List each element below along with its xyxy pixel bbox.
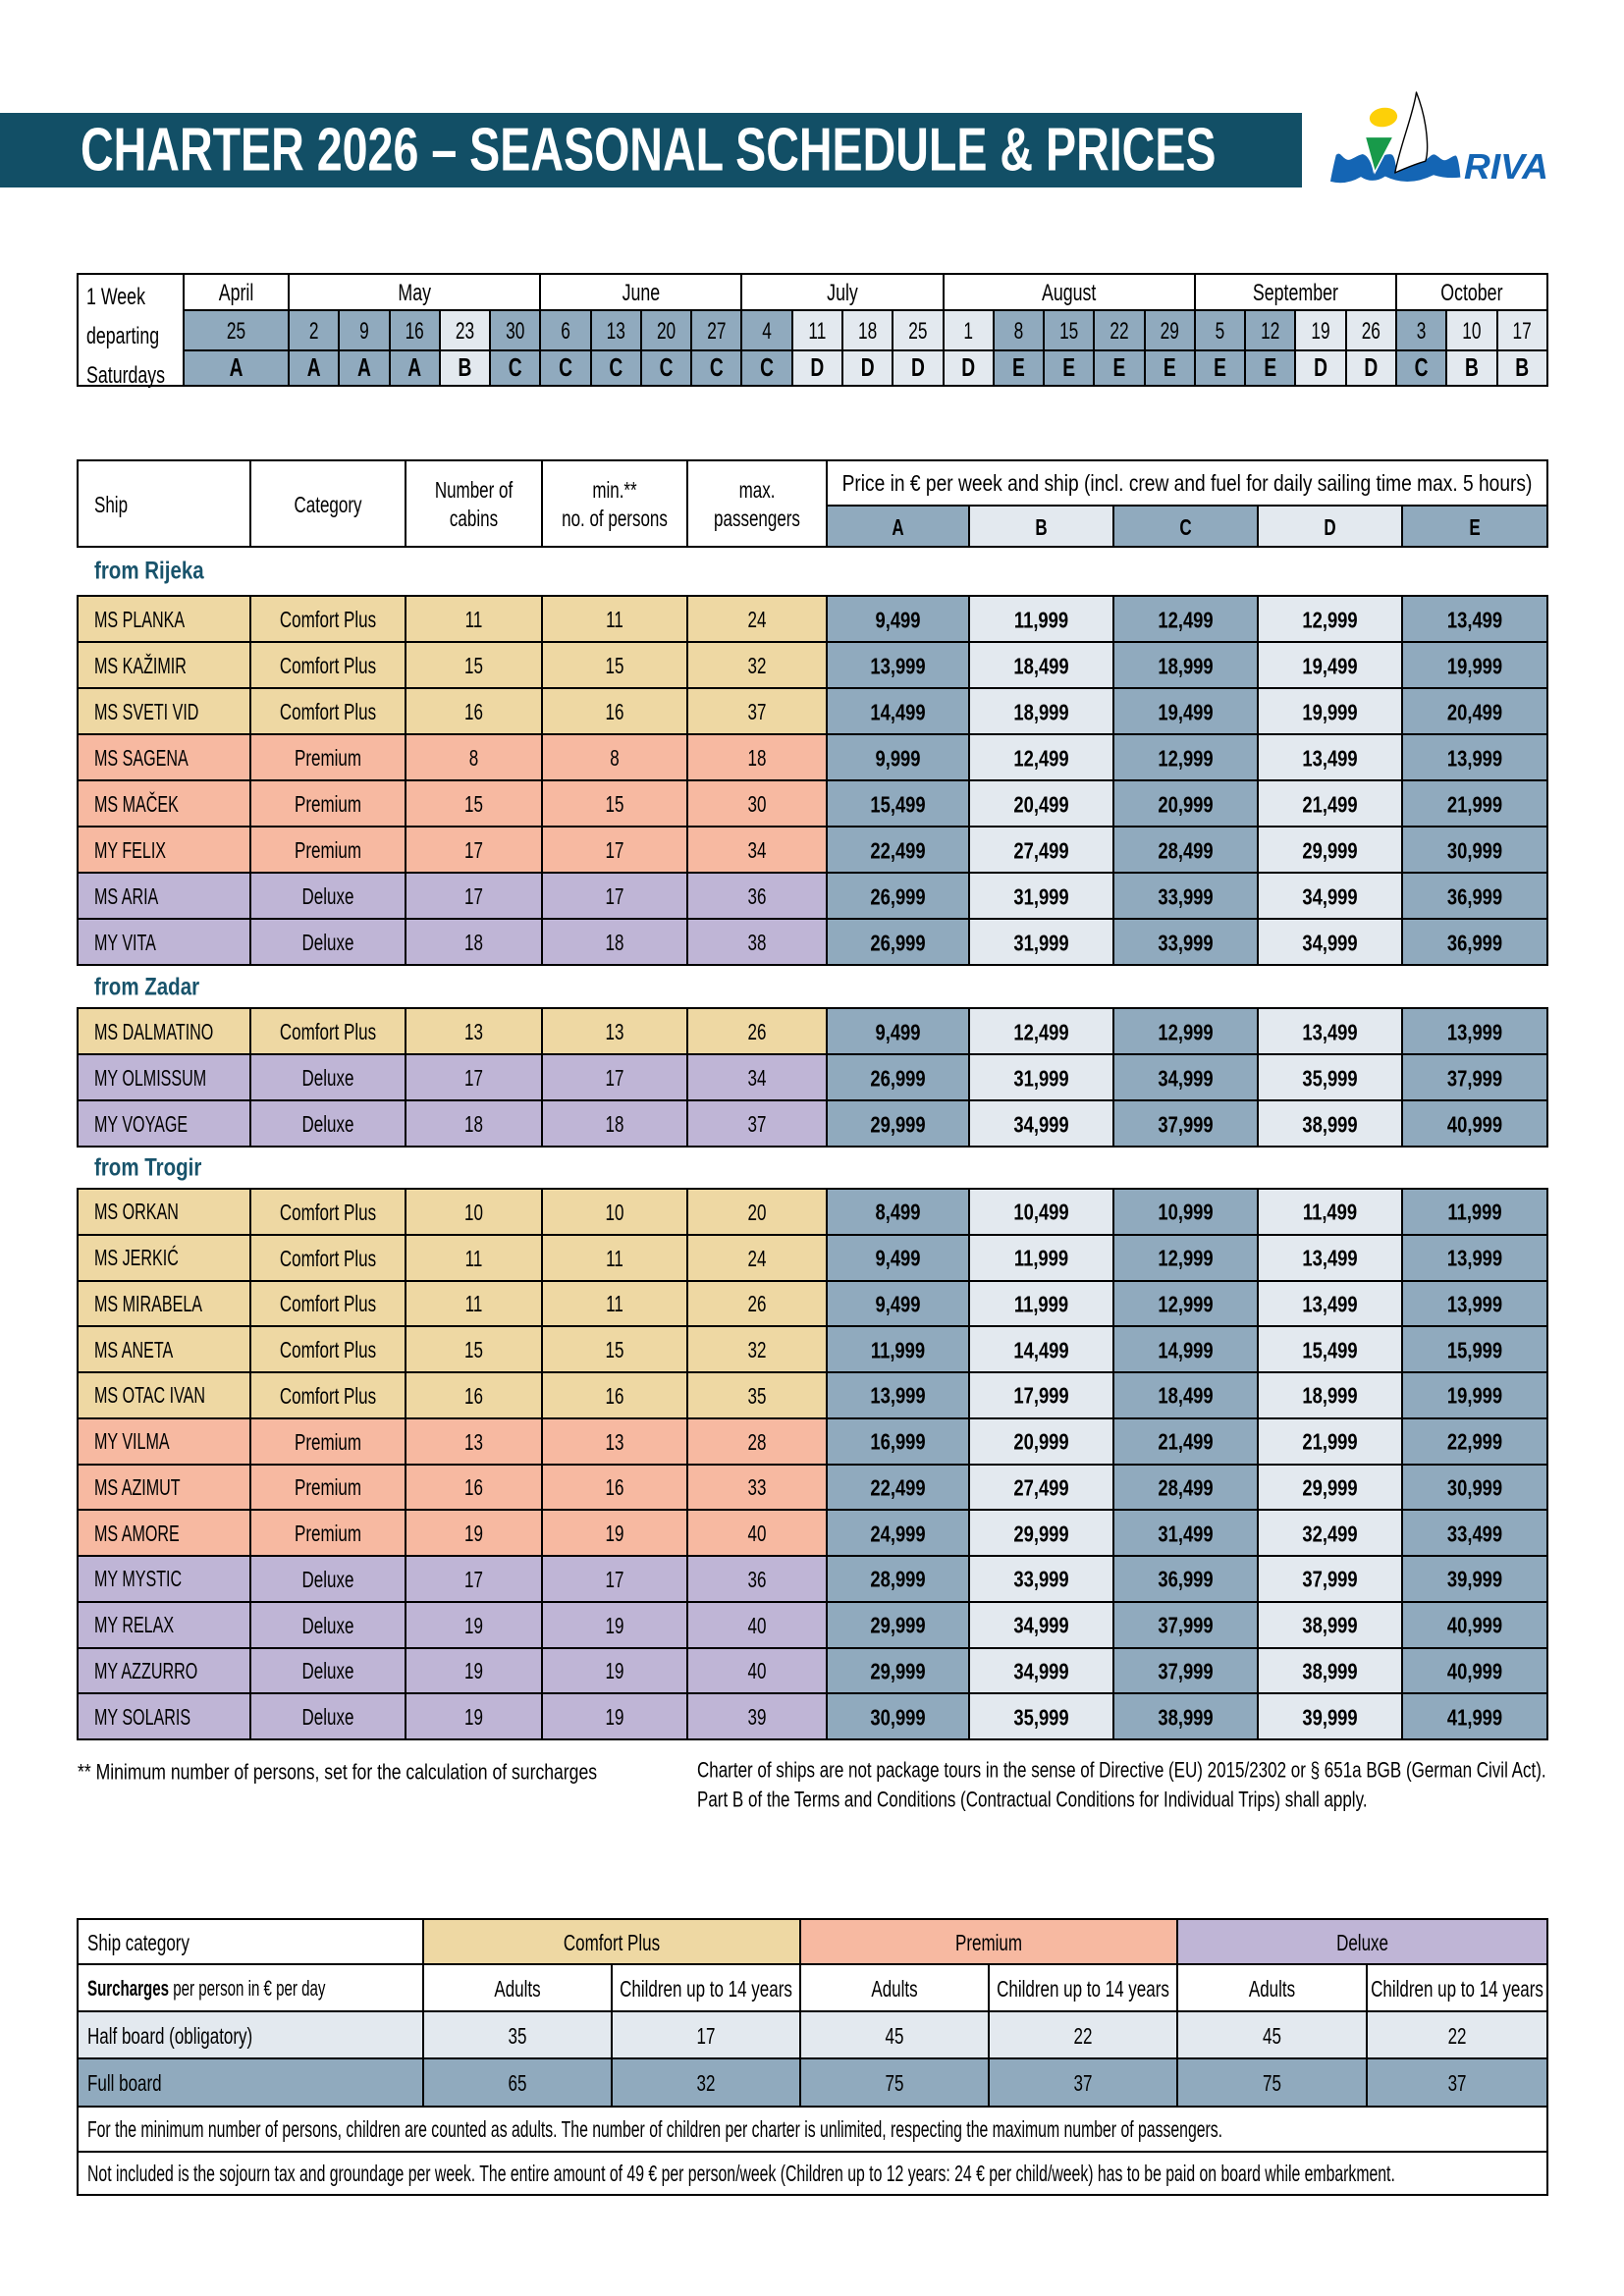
- svg-text:RIVA: RIVA: [1464, 146, 1548, 187]
